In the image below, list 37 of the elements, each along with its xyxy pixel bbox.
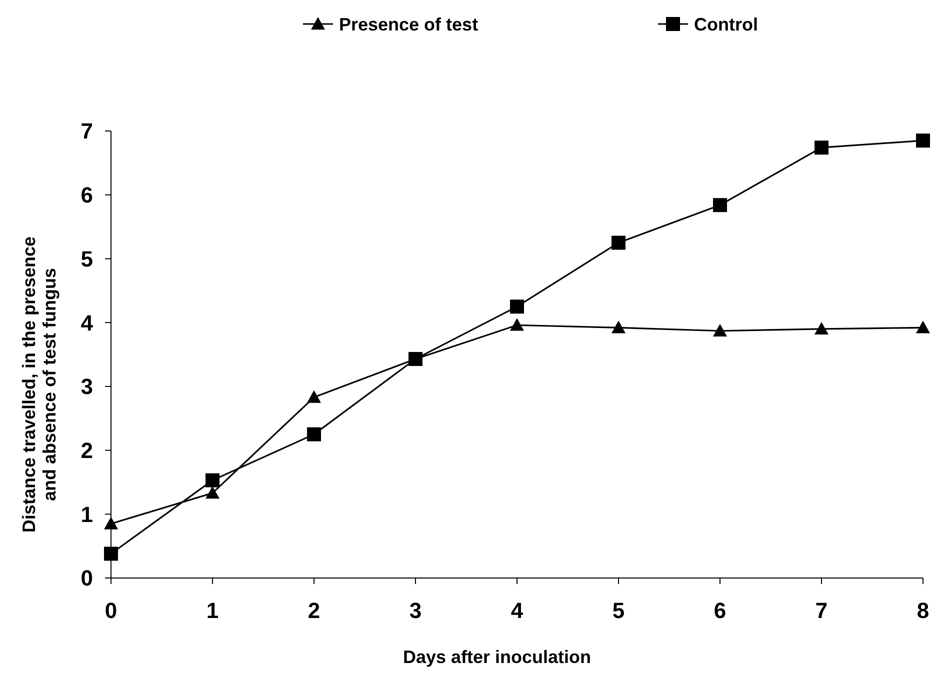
point: [510, 300, 524, 314]
x-tick-label: 6: [714, 598, 726, 623]
point: [307, 390, 321, 403]
x-tick-label: 5: [612, 598, 625, 623]
point: [104, 516, 118, 530]
y-axis-title: Distance travelled, in the presence and absence of test fungus: [19, 236, 60, 533]
point: [713, 198, 727, 212]
point: [206, 486, 220, 499]
point: [713, 324, 727, 336]
legend-label: Control: [694, 14, 758, 34]
point: [510, 318, 524, 331]
y-tick-label: 4: [80, 310, 94, 336]
x-tick-label: 0: [104, 598, 118, 623]
point: [307, 427, 321, 442]
point: [814, 140, 828, 155]
y-tick-label: 0: [80, 566, 93, 591]
x-tick-label: 7: [815, 598, 828, 623]
point: [814, 322, 828, 335]
y-tick-label: 2: [80, 438, 93, 463]
y-tick-label: 3: [80, 374, 93, 400]
point: [612, 236, 626, 250]
point: [916, 320, 930, 334]
legend-label: Presence of test: [339, 14, 478, 34]
x-tick-label: 1: [206, 598, 219, 623]
x-tick-label: 2: [308, 598, 320, 623]
x-tick-label: 8: [916, 598, 930, 623]
point: [206, 473, 220, 488]
x-axis-title: Days after inoculation: [402, 647, 592, 667]
point: [612, 320, 626, 334]
y-tick-label: 5: [80, 246, 93, 272]
x-tick-label: 3: [409, 598, 422, 623]
point: [916, 134, 930, 148]
point: [104, 546, 118, 561]
y-tick-label: 1: [80, 502, 93, 527]
y-tick-label: 6: [80, 182, 93, 208]
x-tick-label: 4: [510, 598, 524, 623]
y-tick-label: 7: [80, 118, 93, 144]
